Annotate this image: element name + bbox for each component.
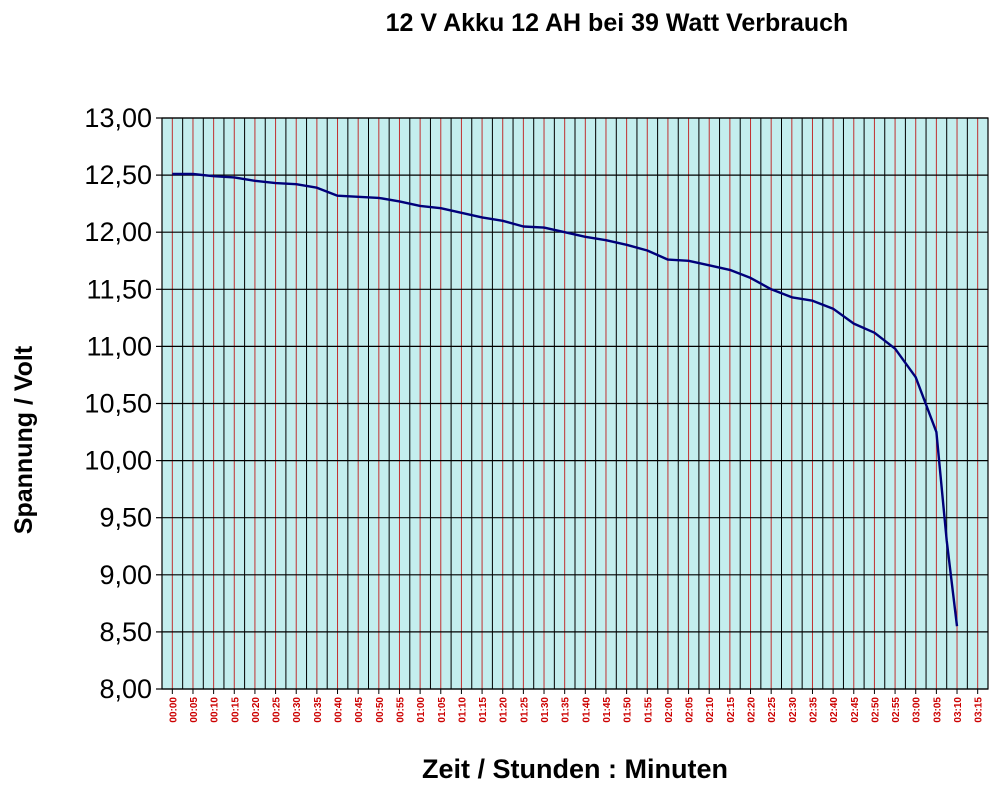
x-tick-label: 00:35	[313, 697, 324, 723]
x-tick-label: 01:10	[457, 697, 468, 723]
voltage-line	[172, 172, 959, 627]
x-tick-label: 02:05	[685, 697, 696, 723]
x-tick-label: 00:15	[230, 697, 241, 723]
x-tick-label: 01:05	[437, 697, 448, 723]
x-tick-label: 01:55	[643, 697, 654, 723]
x-tick-label: 02:00	[664, 697, 675, 723]
x-tick-label: 02:55	[891, 697, 902, 723]
y-tick-label: 9,50	[99, 503, 152, 533]
x-tick-label: 03:05	[932, 697, 943, 723]
x-tick-label: 02:25	[767, 697, 778, 723]
x-tick-label: 00:05	[189, 697, 200, 723]
y-tick-label: 13,00	[84, 103, 152, 133]
x-tick-label: 02:15	[726, 697, 737, 723]
y-tick-label: 8,50	[99, 617, 152, 647]
x-tick-label: 02:20	[747, 697, 758, 723]
x-tick-label: 01:00	[416, 697, 427, 723]
x-tick-label: 02:40	[829, 697, 840, 723]
x-tick-label: 00:30	[292, 697, 303, 723]
x-tick-label: 00:20	[251, 697, 262, 723]
y-tick-label: 11,00	[86, 331, 152, 361]
x-axis-ticks: 00:00 00:05 00:10 00:15 00:20 00:25 00:30 00:35…	[168, 689, 985, 723]
chart-title: 12 V Akku 12 AH bei 39 Watt Verbrauch	[386, 9, 849, 37]
y-tick-label: 10,50	[84, 389, 152, 419]
x-tick-label: 01:15	[478, 697, 489, 723]
x-axis-label: Zeit / Stunden : Minuten	[422, 754, 728, 784]
x-tick-label: 01:25	[519, 697, 530, 723]
x-tick-label: 03:15	[974, 697, 985, 723]
x-tick-label: 01:20	[499, 697, 510, 723]
x-tick-label: 01:30	[540, 697, 551, 723]
y-tick-label: 8,00	[99, 674, 152, 704]
x-tick-label: 00:25	[272, 697, 283, 723]
x-tick-label: 02:45	[850, 697, 861, 723]
x-tick-label: 02:30	[788, 697, 799, 723]
y-tick-label: 12,50	[84, 160, 152, 190]
x-tick-label: 02:50	[870, 697, 881, 723]
y-axis-label: Spannung / Volt	[10, 345, 38, 534]
x-tick-label: 00:45	[354, 697, 365, 723]
x-tick-label: 01:40	[581, 697, 592, 723]
x-tick-label: 01:45	[602, 697, 613, 723]
y-tick-label: 10,00	[84, 446, 152, 476]
x-tick-label: 00:40	[334, 697, 345, 723]
x-tick-label: 00:50	[375, 697, 386, 723]
x-tick-label: 03:00	[912, 697, 923, 723]
x-tick-label: 00:10	[210, 697, 221, 723]
x-tick-label: 01:35	[561, 697, 572, 723]
x-tick-label: 01:50	[623, 697, 634, 723]
y-tick-label: 9,00	[99, 560, 152, 590]
x-tick-label: 02:35	[808, 697, 819, 723]
x-tick-label: 00:55	[395, 697, 406, 723]
y-tick-label: 12,00	[84, 217, 152, 247]
x-tick-label: 02:10	[705, 697, 716, 723]
y-tick-label: 11,50	[86, 274, 152, 304]
x-tick-label: 00:00	[168, 697, 179, 723]
y-axis-ticks: 8,00 8,50 9,00 9,50 10,00 10,50 11,00 11,50 12,0…	[84, 103, 162, 704]
x-tick-label: 03:10	[953, 697, 964, 723]
